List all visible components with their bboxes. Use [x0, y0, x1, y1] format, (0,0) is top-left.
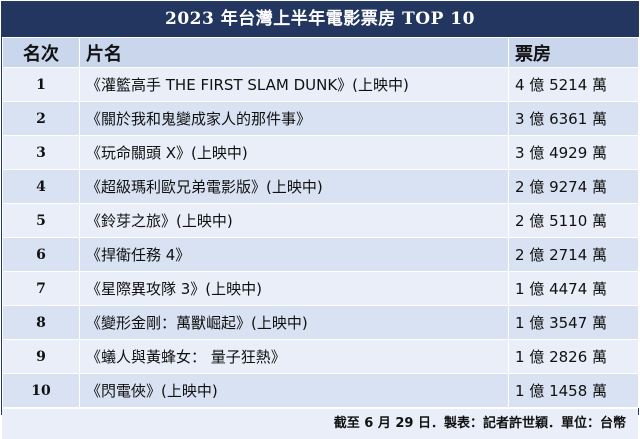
table-row: 10 《閃電俠》(上映中) 1 億 1458 萬 — [2, 373, 639, 408]
header-box-office: 票房 — [508, 37, 639, 68]
table-row: 2 《關於我和鬼變成家人的那件事》 3 億 6361 萬 — [2, 101, 639, 136]
film-title-cell: 《蟻人與黃蜂女： 量子狂熱》 — [79, 339, 509, 374]
table-row: 3 《玩命關頭 X》(上映中) 3 億 4929 萬 — [2, 135, 639, 170]
rank-cell: 10 — [2, 373, 80, 408]
rank-cell: 2 — [2, 101, 80, 136]
box-office-cell: 2 億 2714 萬 — [508, 237, 639, 272]
film-title-cell: 《超級瑪利歐兄弟電影版》(上映中) — [79, 169, 509, 204]
film-title-cell: 《星際異攻隊 3》(上映中) — [79, 271, 509, 306]
box-office-cell: 1 億 4474 萬 — [508, 271, 639, 306]
film-title-cell: 《捍衛任務 4》 — [79, 237, 509, 272]
rank-cell: 7 — [2, 271, 80, 306]
table-row: 9 《蟻人與黃蜂女： 量子狂熱》 1 億 2826 萬 — [2, 339, 639, 374]
table-row: 7 《星際異攻隊 3》(上映中) 1 億 4474 萬 — [2, 271, 639, 306]
header-row: 名次 片名 票房 — [2, 37, 639, 68]
rank-cell: 9 — [2, 339, 80, 374]
box-office-cell: 1 億 1458 萬 — [508, 373, 639, 408]
table-title: 2023 年台灣上半年電影票房 TOP 10 — [2, 2, 638, 37]
film-title-cell: 《閃電俠》(上映中) — [79, 373, 509, 408]
box-office-cell: 3 億 6361 萬 — [508, 101, 639, 136]
source-note: 截至 6 月 29 日．製表：記者許世穎．單位：台幣 — [2, 408, 638, 439]
table-row: 5 《鈴芽之旅》(上映中) 2 億 5110 萬 — [2, 203, 639, 238]
rank-cell: 3 — [2, 135, 80, 170]
film-title-cell: 《灌籃高手 THE FIRST SLAM DUNK》(上映中) — [79, 67, 509, 102]
header-rank: 名次 — [2, 37, 80, 68]
table-row: 6 《捍衛任務 4》 2 億 2714 萬 — [2, 237, 639, 272]
box-office-cell: 3 億 4929 萬 — [508, 135, 639, 170]
box-office-cell: 2 億 9274 萬 — [508, 169, 639, 204]
box-office-cell: 1 億 3547 萬 — [508, 305, 639, 340]
film-title-cell: 《鈴芽之旅》(上映中) — [79, 203, 509, 238]
rank-cell: 5 — [2, 203, 80, 238]
rank-cell: 1 — [2, 67, 80, 102]
rank-cell: 8 — [2, 305, 80, 340]
film-title-cell: 《變形金剛：萬獸崛起》(上映中) — [79, 305, 509, 340]
table-row: 1 《灌籃高手 THE FIRST SLAM DUNK》(上映中) 4 億 52… — [2, 67, 639, 102]
header-film: 片名 — [79, 37, 509, 68]
rank-cell: 6 — [2, 237, 80, 272]
box-office-cell: 4 億 5214 萬 — [508, 67, 639, 102]
box-office-table: 名次 片名 票房 1 《灌籃高手 THE FIRST SLAM DUNK》(上映… — [2, 37, 639, 408]
box-office-cell: 2 億 5110 萬 — [508, 203, 639, 238]
rank-cell: 4 — [2, 169, 80, 204]
film-title-cell: 《玩命關頭 X》(上映中) — [79, 135, 509, 170]
table-row: 4 《超級瑪利歐兄弟電影版》(上映中) 2 億 9274 萬 — [2, 169, 639, 204]
table-row: 8 《變形金剛：萬獸崛起》(上映中) 1 億 3547 萬 — [2, 305, 639, 340]
box-office-cell: 1 億 2826 萬 — [508, 339, 639, 374]
film-title-cell: 《關於我和鬼變成家人的那件事》 — [79, 101, 509, 136]
